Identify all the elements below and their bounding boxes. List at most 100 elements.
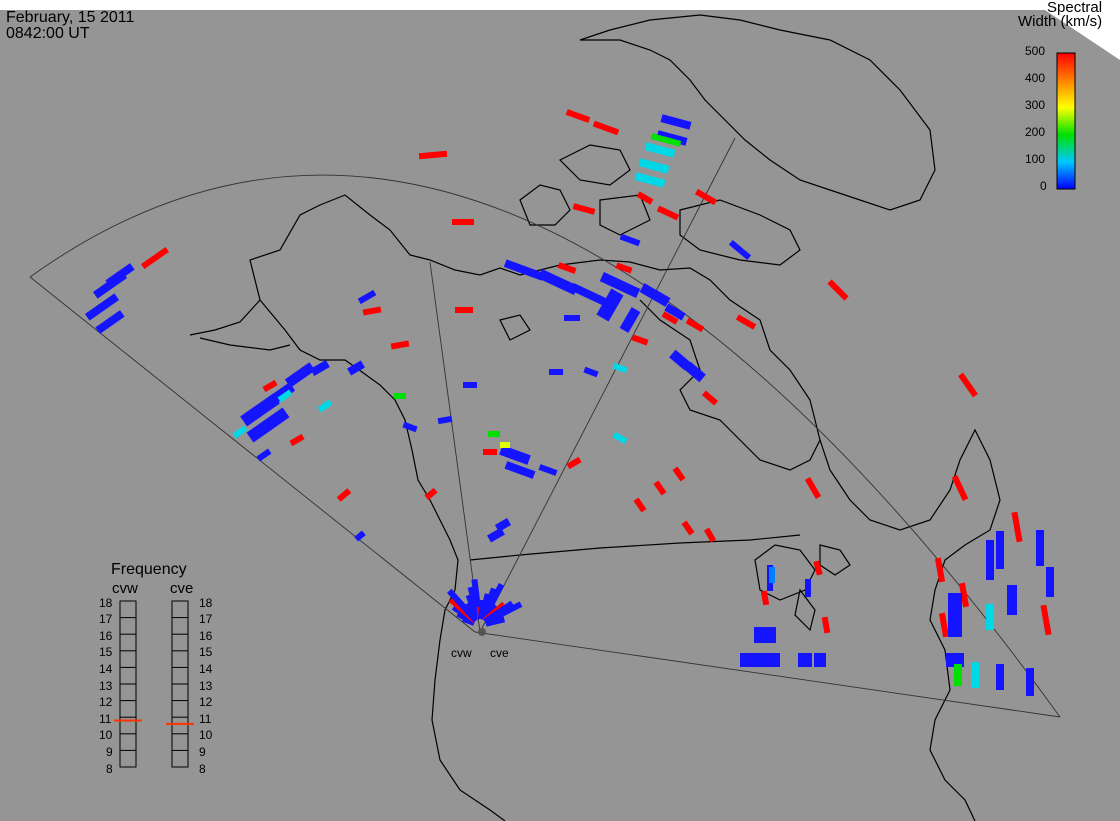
echo-cell <box>105 263 135 287</box>
echo-cell <box>494 518 512 532</box>
echo-cell <box>619 307 641 333</box>
freq-radar-label: cvw <box>112 580 138 597</box>
echo-cell <box>504 461 536 479</box>
echo-cell <box>570 282 610 308</box>
echo-cell <box>232 425 248 439</box>
echo-cell <box>538 464 558 476</box>
echo-cell <box>277 389 293 403</box>
echo-cell <box>996 531 1004 569</box>
freq-tick-left: 16 <box>99 629 113 643</box>
freq-tick-right: 10 <box>199 728 213 742</box>
colorbar-title-1: Spectral <box>1047 0 1103 16</box>
echo-cell <box>583 366 599 378</box>
echo-cell <box>566 456 582 470</box>
echo-cell <box>938 612 950 638</box>
echo-cell <box>1026 668 1034 696</box>
echo-cell <box>487 527 505 543</box>
echo-cell <box>394 393 406 399</box>
echo-cell <box>681 520 695 536</box>
freq-tick-left: 11 <box>99 712 112 726</box>
colorbar-tick: 200 <box>1025 125 1046 139</box>
freq-tick-right: 8 <box>199 762 206 776</box>
echo-cell <box>971 662 979 688</box>
echo-cell <box>703 527 717 543</box>
echo-cell <box>636 191 654 205</box>
freq-tick-right: 17 <box>199 612 213 626</box>
echo-cell <box>402 421 418 433</box>
echo-cell <box>653 480 667 496</box>
echo-cell <box>951 474 969 502</box>
echo-cell <box>289 433 305 447</box>
freq-tick-right: 11 <box>199 712 212 726</box>
echo-cell <box>1036 530 1044 566</box>
freq-markers <box>114 719 194 725</box>
echo-cell <box>805 579 811 597</box>
echo-cell <box>821 616 831 634</box>
corner-triangle <box>1045 10 1120 60</box>
echo-cell <box>638 158 670 174</box>
echo-cell <box>633 497 647 513</box>
echo-cell <box>684 361 706 383</box>
freq-tick-left: 13 <box>99 679 113 693</box>
freq-tick-right: 16 <box>199 629 213 643</box>
freq-tick-right: 13 <box>199 679 213 693</box>
freq-tick-left: 9 <box>106 745 113 759</box>
colorbar-tick: 300 <box>1025 98 1046 112</box>
echo-cell <box>596 288 624 322</box>
echo-cell <box>357 289 377 305</box>
scatter-echoes <box>84 109 1054 696</box>
echo-cell <box>362 306 382 316</box>
echo-cell <box>452 219 474 225</box>
echo-cell <box>418 150 448 160</box>
echo-cell <box>986 604 994 630</box>
colorbar-tick: 500 <box>1025 44 1046 58</box>
echo-cell <box>500 442 510 448</box>
radar-label-cve: cve <box>490 646 509 660</box>
echo-cell <box>619 233 641 247</box>
freq-tick-left: 8 <box>106 762 113 776</box>
echo-cell <box>813 560 823 576</box>
echo-cell <box>612 431 628 445</box>
echo-cell <box>264 382 296 408</box>
radar-site <box>478 628 486 636</box>
echo-cell <box>656 205 680 221</box>
echo-cell <box>140 246 170 270</box>
freq-tick-right: 14 <box>199 662 213 676</box>
echo-cell <box>986 540 994 580</box>
echo-cell <box>661 311 679 325</box>
echo-cell <box>390 340 410 350</box>
echo-cell <box>246 407 290 443</box>
echo-cell <box>1007 585 1017 615</box>
echo-cell <box>354 530 366 542</box>
echo-cell <box>612 362 628 374</box>
echo-cell <box>634 172 666 188</box>
freq-gridlines <box>120 617 188 751</box>
echo-cell <box>740 653 780 667</box>
echo-cell <box>631 334 649 346</box>
echo-cell <box>660 114 692 130</box>
echo-cell <box>948 593 962 637</box>
freq-tick-right: 15 <box>199 645 213 659</box>
echo-cell <box>310 360 330 376</box>
echo-cell <box>946 653 964 667</box>
echo-cell <box>499 445 531 465</box>
echo-cell <box>599 272 641 298</box>
echo-cell <box>669 349 691 371</box>
echo-cell <box>664 303 686 321</box>
echo-cell <box>317 399 333 413</box>
echo-cell <box>485 616 506 627</box>
echo-cell <box>84 293 120 321</box>
echo-cell <box>95 310 125 334</box>
echo-cell <box>503 259 545 281</box>
echo-cell <box>685 317 705 333</box>
colorbar-tick: 400 <box>1025 71 1046 85</box>
freq-tick-right: 12 <box>199 695 213 709</box>
echo-cell <box>455 307 473 313</box>
time-label: 0842:00 UT <box>6 25 90 42</box>
echo-cell <box>1011 511 1023 543</box>
freq-tick-left: 18 <box>99 596 113 610</box>
freq-tick-right: 18 <box>199 596 213 610</box>
echo-cell <box>564 315 580 321</box>
echo-cell <box>644 142 676 158</box>
